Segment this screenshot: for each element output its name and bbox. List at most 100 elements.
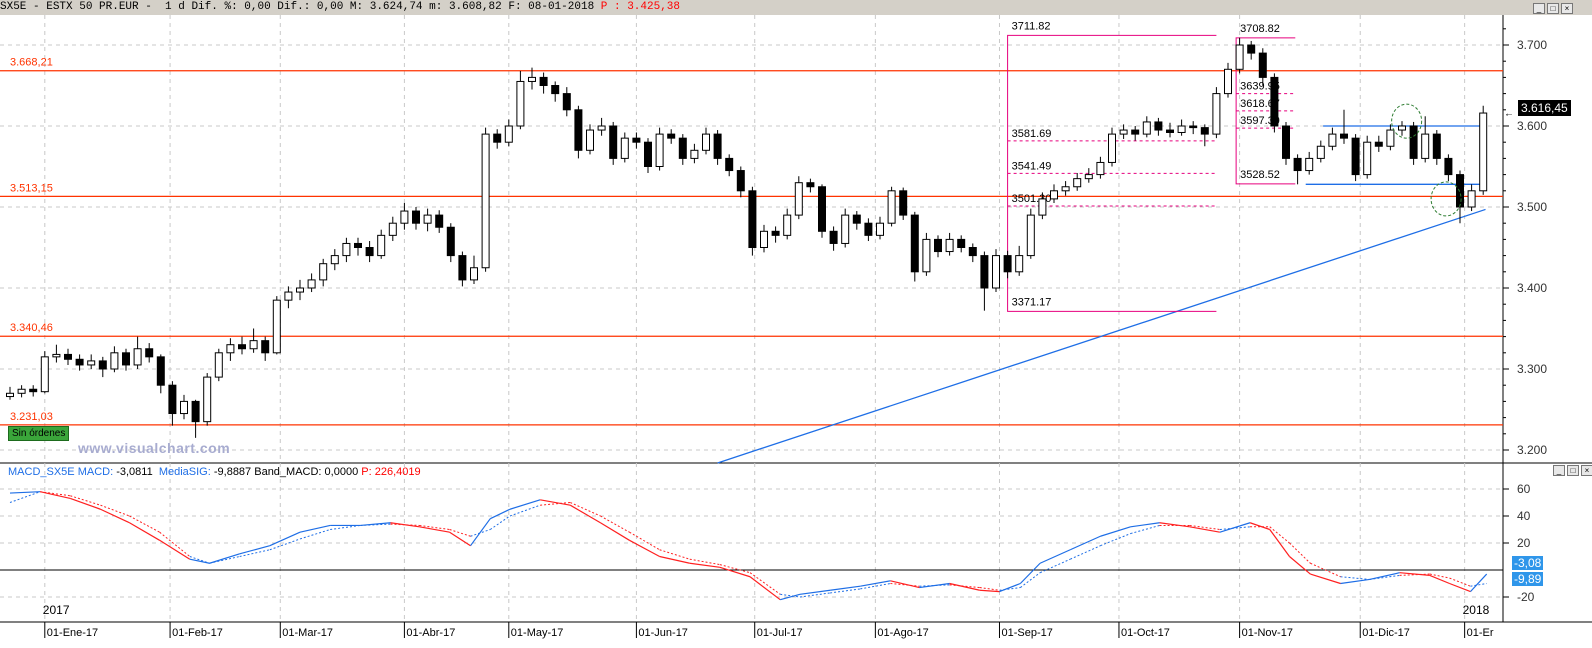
max-value: 3.624,74 [369, 1, 423, 13]
candle [40, 351, 49, 394]
candle [968, 243, 977, 263]
signal-line-segment [949, 584, 980, 589]
candle-body [52, 353, 61, 358]
macd-line-segment [1130, 522, 1160, 528]
candle [1154, 117, 1163, 136]
candle [1189, 121, 1198, 135]
macd-line-segment [659, 555, 690, 564]
candle-body [284, 291, 293, 301]
signal-line-segment [600, 515, 630, 533]
date-label: 01-Er [1467, 627, 1494, 639]
macd-line-segment [1289, 556, 1311, 575]
candle-body [655, 133, 664, 168]
candle [1096, 156, 1105, 179]
candle-body [1351, 137, 1360, 176]
signal-line-segment [1189, 524, 1220, 530]
dif-pct-label: Dif. %: [184, 1, 245, 13]
signal-line-segment [1340, 576, 1370, 580]
close-button[interactable]: × [1561, 3, 1573, 14]
level-label: 3.668,21 [10, 57, 53, 69]
dif-label: Dif.: [270, 1, 317, 13]
candle-body [922, 238, 931, 273]
candle [1200, 124, 1209, 147]
candle [504, 119, 513, 147]
macd-tick-label: 60 [1517, 482, 1531, 496]
candle-body [551, 85, 560, 95]
macd-line-segment [999, 582, 1021, 593]
candle-body [1200, 127, 1209, 135]
macd-line-segment [299, 524, 331, 533]
symbol: SX5E [0, 1, 27, 13]
signal-line-segment [629, 531, 660, 551]
macd-line-segment [1219, 522, 1251, 533]
candle [156, 354, 165, 394]
macd-line-segment [509, 499, 541, 510]
candle-body [1015, 255, 1024, 273]
candle [1142, 116, 1151, 138]
candle-body [191, 400, 200, 423]
candle [690, 143, 699, 164]
candle-body [1316, 145, 1325, 159]
maximize-button[interactable]: □ [1547, 3, 1559, 14]
candle [678, 134, 687, 165]
macd-line-segment [1269, 529, 1290, 557]
date-label: 01-Nov-17 [1242, 627, 1293, 639]
candle [481, 127, 490, 272]
candle-body [702, 133, 710, 151]
macd-line-segment [449, 531, 471, 547]
candle-body [365, 247, 374, 257]
candle [52, 344, 61, 363]
candle-body [934, 238, 942, 253]
candle-body [539, 76, 548, 87]
candle-body [1235, 44, 1244, 70]
candle-body [6, 392, 14, 398]
last-price-arrow: ← [1504, 109, 1514, 120]
candle-body [876, 222, 884, 236]
candle [667, 129, 676, 144]
candle-body [412, 210, 420, 224]
candle [110, 346, 119, 373]
macd-tick-label: 20 [1517, 536, 1531, 550]
candle [1444, 154, 1453, 182]
candle [458, 251, 467, 287]
candle [1166, 122, 1174, 138]
candle [1084, 168, 1093, 183]
candle [272, 296, 281, 355]
watermark: www.visualchart.com [78, 440, 231, 456]
candle-body [1409, 125, 1418, 159]
candle-body [1073, 178, 1082, 188]
candle-body [435, 214, 444, 228]
candle-body [992, 255, 1000, 289]
date-label: 01-Jun-17 [638, 627, 688, 639]
candle-body [806, 182, 815, 188]
level-label: 3.340,46 [10, 322, 53, 334]
candle-body [1340, 133, 1348, 139]
date-label: 01-Dic-17 [1362, 627, 1410, 639]
candle-body [910, 214, 919, 273]
main-window-controls: _ □ × [1533, 3, 1573, 14]
orders-badge[interactable]: Sin órdenes [8, 426, 70, 441]
close-button[interactable]: × [1581, 465, 1592, 476]
date-axis-bg [0, 623, 1592, 648]
candle-body [1467, 190, 1476, 208]
candle-body [1456, 174, 1464, 208]
candle-body [1166, 129, 1174, 133]
candle [1026, 208, 1035, 259]
minimize-button[interactable]: _ [1533, 3, 1545, 14]
signal-line-segment [449, 529, 471, 537]
candle [1247, 40, 1256, 60]
candle [620, 132, 629, 163]
candle-body [852, 214, 861, 224]
macd-line-segment [100, 508, 130, 524]
maximize-button[interactable]: □ [1567, 465, 1579, 476]
minimize-button[interactable]: _ [1553, 465, 1565, 476]
candle-body [748, 190, 757, 249]
candle-body [377, 234, 386, 257]
candle-body [632, 137, 641, 143]
candle [1015, 245, 1024, 276]
candle [1131, 126, 1140, 141]
fib-level-label: 3618.67 [1240, 98, 1280, 110]
year-label: 2017 [43, 603, 70, 617]
candle [980, 251, 989, 311]
